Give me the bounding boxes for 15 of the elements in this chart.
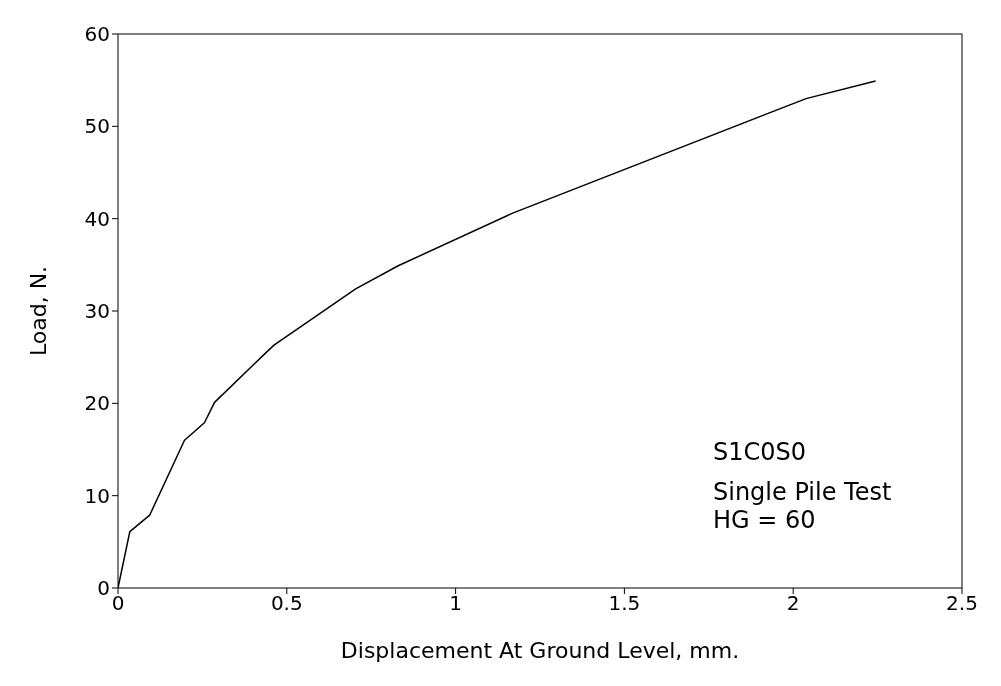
y-tick-label: 20 — [84, 391, 110, 416]
x-tick-label: 2.5 — [946, 591, 978, 616]
x-tick-label: 1.5 — [608, 591, 641, 616]
y-tick-label: 60 — [84, 22, 110, 47]
y-axis-title: Load, N. — [25, 265, 51, 357]
x-tick-label: 1 — [449, 591, 462, 616]
y-tick-label: 10 — [84, 483, 110, 508]
x-axis-title: Displacement At Ground Level, mm. — [340, 638, 740, 663]
y-tick-label: 40 — [84, 206, 110, 231]
y-tick-label: 30 — [84, 299, 110, 324]
x-tick-label: 2 — [786, 591, 800, 616]
y-tick-label: 50 — [84, 114, 110, 139]
annotation: S1C0S0 — [713, 438, 808, 466]
x-tick-label: 0.5 — [270, 591, 303, 616]
annotation: Single Pile Test HG = 60 — [713, 478, 892, 534]
